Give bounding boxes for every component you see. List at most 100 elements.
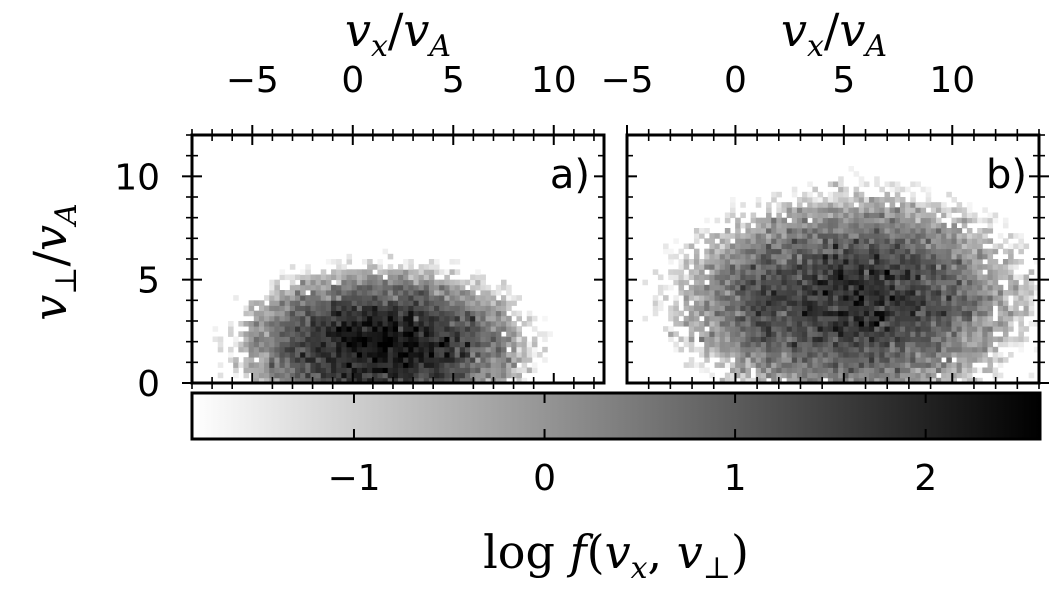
heatmap-cell <box>771 310 777 317</box>
heatmap-cell <box>966 352 973 358</box>
heatmap-cell <box>833 191 839 198</box>
heatmap-cell <box>972 233 978 239</box>
heatmap-cell <box>802 290 808 296</box>
heatmap-cell <box>760 284 767 291</box>
heatmap-cell <box>724 352 731 358</box>
heatmap-cell <box>372 326 378 332</box>
heatmap-cell <box>361 321 368 327</box>
heatmap-cell <box>346 295 353 301</box>
heatmap-cell <box>889 222 896 229</box>
heatmap-cell <box>910 300 916 306</box>
heatmap-cell <box>714 253 721 260</box>
x-tick-label: −5 <box>226 60 279 101</box>
heatmap-cell <box>434 352 440 358</box>
heatmap-cell <box>889 284 896 291</box>
heatmap-cell <box>936 305 942 312</box>
heatmap-cell <box>972 326 978 332</box>
heatmap-cell <box>243 331 250 337</box>
heatmap-cell <box>735 274 741 281</box>
heatmap-cell <box>905 233 911 239</box>
heatmap-cell <box>1013 341 1019 348</box>
heatmap-cell <box>398 357 404 363</box>
heatmap-cell <box>439 372 445 379</box>
heatmap-cell <box>356 357 363 363</box>
heatmap-cell <box>289 367 296 374</box>
heatmap-cell <box>284 331 291 337</box>
heatmap-cell <box>423 315 430 322</box>
heatmap-cell <box>915 362 921 368</box>
heatmap-cell <box>905 264 911 270</box>
heatmap-cell <box>346 269 353 275</box>
heatmap-cell <box>760 326 767 332</box>
heatmap-cell <box>802 326 808 332</box>
heatmap-cell <box>889 295 896 301</box>
heatmap-cell <box>941 372 947 379</box>
heatmap-cell <box>1013 279 1019 286</box>
heatmap-cell <box>740 248 746 255</box>
heatmap-cell <box>956 305 963 312</box>
heatmap-cell <box>269 295 275 301</box>
heatmap-cell <box>915 352 921 358</box>
heatmap-cell <box>475 326 481 332</box>
heatmap-cell <box>941 212 947 219</box>
heatmap-cell <box>966 367 973 374</box>
heatmap-cell <box>869 310 875 317</box>
heatmap-cell <box>233 357 239 363</box>
heatmap-cell <box>501 305 507 312</box>
heatmap-cell <box>956 341 963 348</box>
heatmap-cell <box>894 274 901 281</box>
heatmap-cell <box>392 295 399 301</box>
heatmap-cell <box>470 279 476 286</box>
heatmap-cell <box>269 310 275 317</box>
heatmap-cell <box>709 269 715 275</box>
heatmap-cell <box>899 269 906 275</box>
heatmap-cell <box>295 357 301 363</box>
heatmap-cell <box>802 269 808 275</box>
heatmap-cell <box>776 305 782 312</box>
heatmap-cell <box>668 253 674 260</box>
heatmap-cell <box>951 331 957 337</box>
heatmap-cell <box>972 315 978 322</box>
heatmap-cell <box>269 352 275 358</box>
heatmap-cell <box>464 331 471 337</box>
heatmap-cell <box>289 300 296 306</box>
heatmap-cell <box>673 253 679 260</box>
heatmap-cell <box>863 207 870 213</box>
heatmap-cell <box>869 290 875 296</box>
heatmap-cell <box>905 212 911 219</box>
heatmap-cell <box>683 362 690 368</box>
heatmap-cell <box>434 310 440 317</box>
heatmap-cell <box>693 321 700 327</box>
heatmap-cell <box>501 326 507 332</box>
heatmap-cell <box>693 279 700 286</box>
heatmap-cell <box>310 331 316 337</box>
heatmap-cell <box>361 300 368 306</box>
heatmap-cell <box>274 305 280 312</box>
heatmap-cell <box>833 341 839 348</box>
heatmap-cell <box>315 295 322 301</box>
heatmap-cell <box>745 284 751 291</box>
heatmap-cell <box>459 284 466 291</box>
heatmap-cell <box>413 290 419 296</box>
heatmap-cell <box>858 290 865 296</box>
heatmap-cell <box>905 357 911 363</box>
heatmap-cell <box>905 346 911 353</box>
heatmap-cell <box>956 372 963 379</box>
heatmap-cell <box>387 253 394 260</box>
heatmap-cell <box>889 207 896 213</box>
heatmap-cell <box>869 279 875 286</box>
heatmap-cell <box>884 352 891 358</box>
heatmap-cell <box>657 290 664 296</box>
heatmap-cell <box>966 331 973 337</box>
heatmap-cell <box>1028 295 1035 301</box>
heatmap-cell <box>812 357 818 363</box>
heatmap-cell <box>951 248 957 255</box>
heatmap-cell <box>812 321 818 327</box>
heatmap-cell <box>833 274 839 281</box>
heatmap-cell <box>951 377 957 384</box>
heatmap-cell <box>1008 315 1014 322</box>
heatmap-cell <box>925 362 932 368</box>
heatmap-cell <box>987 336 994 343</box>
heatmap-cell <box>274 352 280 358</box>
heatmap-cell <box>848 300 854 306</box>
